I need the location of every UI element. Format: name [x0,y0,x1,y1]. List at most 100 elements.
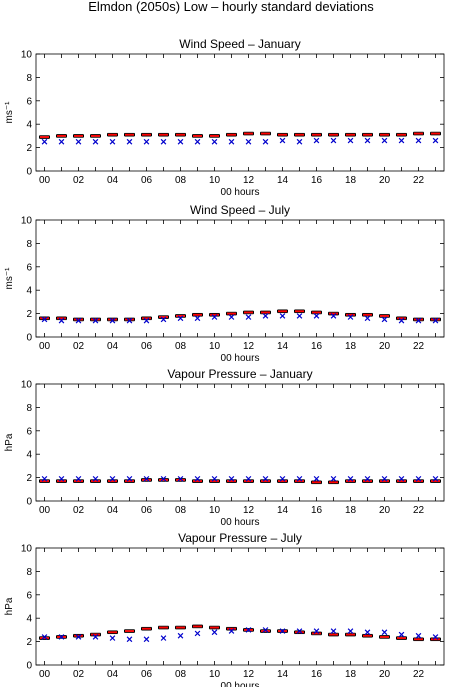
x-tick-label: 10 [209,175,221,186]
observed-marker-16 [313,313,320,319]
model-marker-00 [39,479,50,483]
observed-marker-02 [75,634,82,640]
x-tick-label: 14 [277,175,289,186]
observed-marker-14 [279,475,286,482]
x-tick-label: 22 [413,341,425,352]
model-marker-10 [209,134,220,138]
observed-marker-20 [381,475,388,482]
y-tick-label: 4 [26,120,32,131]
model-marker-09 [192,479,203,483]
observed-marker-01 [58,475,65,482]
model-marker-10 [209,312,220,317]
model-marker-13 [260,479,271,483]
observed-marker-11 [228,475,235,482]
observed-marker-11 [228,628,235,634]
observed-marker-20 [381,629,388,636]
model-marker-16 [311,480,322,485]
model-marker-04 [107,630,118,635]
model-marker-10 [209,479,220,483]
model-marker-20 [379,314,390,318]
y-tick-label: 10 [21,380,33,391]
observed-marker-03 [92,138,99,145]
y-tick-label: 2 [26,473,32,484]
observed-marker-07 [160,475,167,482]
observed-marker-07 [160,316,167,323]
model-marker-21 [396,636,407,640]
observed-marker-08 [177,138,184,145]
y-tick-label: 8 [26,567,32,578]
model-marker-07 [158,315,169,319]
model-marker-22 [413,131,424,136]
observed-marker-19 [364,475,371,482]
model-marker-14 [277,309,288,314]
observed-marker-13 [262,627,269,633]
x-tick-label: 08 [175,341,187,352]
observed-marker-16 [313,475,320,482]
model-marker-05 [124,132,135,137]
figure-title: Elmdon (2050s) Low – hourly standard dev… [88,0,374,14]
model-marker-17 [328,632,339,637]
observed-marker-04 [109,138,116,145]
observed-marker-12 [245,627,252,633]
observed-marker-07 [160,635,167,641]
x-tick-label: 02 [73,669,85,680]
observed-marker-05 [126,636,133,643]
observed-marker-05 [126,317,133,324]
chart-title: Vapour Pressure – July [178,531,302,545]
observed-marker-01 [58,138,65,145]
x-tick-label: 18 [345,341,357,352]
x-tick-label: 18 [345,175,357,186]
model-marker-19 [362,132,373,137]
model-marker-04 [107,479,118,483]
x-tick-label: 12 [243,175,255,186]
observed-marker-19 [364,629,371,636]
x-axis-label: 00 hours [221,353,260,364]
x-tick-label: 22 [413,505,425,516]
observed-marker-21 [398,317,405,324]
y-tick-label: 0 [26,497,32,508]
observed-marker-23 [432,475,439,482]
observed-marker-18 [347,137,354,144]
observed-marker-17 [330,628,337,634]
model-marker-11 [226,132,237,137]
y-tick-label: 2 [26,637,32,648]
model-marker-08 [175,314,186,318]
plot-frame [35,53,445,172]
x-tick-label: 08 [175,505,187,516]
observed-marker-09 [194,138,201,145]
observed-marker-17 [330,313,337,319]
model-marker-12 [243,131,254,136]
observed-marker-19 [364,137,371,144]
model-marker-19 [362,312,373,317]
model-marker-12 [243,479,254,483]
observed-marker-02 [75,138,82,145]
x-tick-label: 10 [209,669,221,680]
model-marker-13 [260,131,271,136]
y-tick-label: 4 [26,286,32,297]
model-marker-02 [73,633,84,638]
x-tick-label: 06 [141,175,153,186]
plot-frame [35,219,445,338]
y-tick-label: 6 [26,426,32,437]
observed-marker-18 [347,475,354,482]
x-tick-label: 16 [311,669,323,680]
observed-marker-14 [279,313,286,319]
model-marker-20 [379,132,390,137]
y-tick-label: 0 [26,333,32,344]
x-tick-label: 02 [73,175,85,186]
model-marker-11 [226,626,237,631]
model-marker-22 [413,637,424,642]
y-tick-label: 10 [21,50,33,61]
y-tick-label: 4 [26,614,32,625]
model-marker-16 [311,132,322,137]
model-marker-17 [328,132,339,137]
observed-marker-00 [41,138,48,145]
observed-marker-15 [296,628,303,634]
model-marker-18 [345,479,356,483]
observed-marker-10 [211,314,218,320]
observed-marker-15 [296,313,303,319]
x-tick-label: 08 [175,175,187,186]
